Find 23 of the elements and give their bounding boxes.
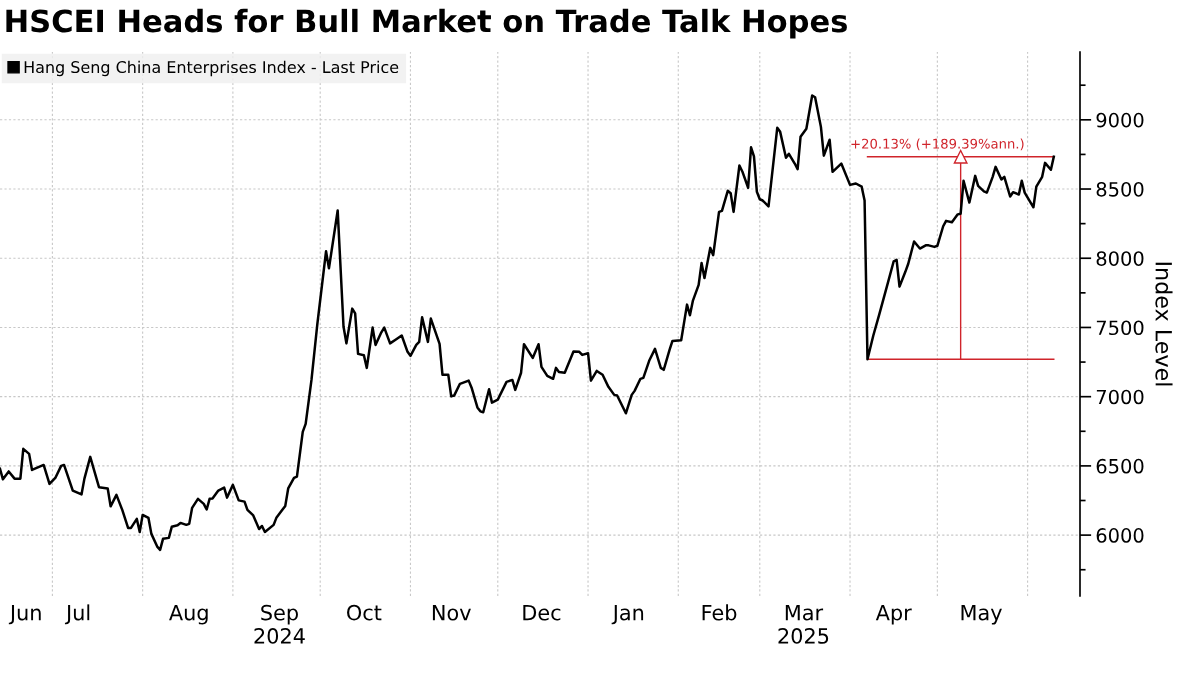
x-tick-label: Aug [169, 605, 208, 625]
chart-title: HSCEI Heads for Bull Market on Trade Talk Hopes [6, 8, 847, 39]
y-tick-label: 6000 [1096, 528, 1144, 543]
y-tick-label: 8500 [1096, 181, 1144, 197]
x-tick-label: May [961, 605, 1002, 625]
x-tick-label: Mar 2025 [778, 605, 829, 644]
x-tick-label: Jun [8, 605, 41, 625]
x-tick-label: Jul [64, 604, 90, 625]
x-tick-label: Sep 2024 [254, 604, 305, 644]
x-tick-label: Nov [432, 605, 471, 621]
y-tick-label: 9000 [1096, 112, 1144, 128]
y-axis-title: Index Level [1155, 262, 1173, 386]
x-tick-label: Jan [611, 605, 644, 625]
x-tick-label: Apr [875, 605, 912, 625]
x-tick-label: Dec [523, 605, 561, 621]
x-tick-label: Feb [702, 604, 737, 621]
annotation: +20.13% (+189.39%ann.) [851, 138, 1024, 151]
legend-label: Hang Seng China Enterprises Index - Last Price [24, 60, 399, 77]
y-tick-label: 8000 [1096, 251, 1144, 266]
x-tick-label: Oct [347, 604, 382, 621]
y-tick-label: 7000 [1096, 389, 1144, 405]
y-tick-label: 7500 [1096, 320, 1144, 336]
y-tick-label: 6500 [1096, 458, 1144, 474]
